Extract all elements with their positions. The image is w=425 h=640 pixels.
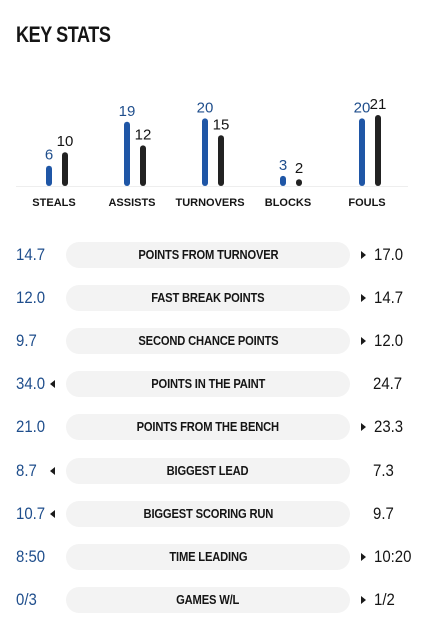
stat-row: 8.7 BIGGEST LEAD 7.3 — [0, 456, 425, 486]
away-value: 7.3 — [373, 460, 394, 480]
bar-away-turnovers — [218, 135, 224, 186]
stat-label: POINTS FROM THE BENCH — [66, 414, 350, 441]
data-label-away-turnovers: 15 — [213, 116, 230, 133]
away-value: 17.0 — [374, 245, 404, 264]
stat-label: SECOND CHANCE POINTS — [66, 328, 350, 355]
stat-row: 21.0 POINTS FROM THE BENCH 23.3 — [0, 412, 425, 442]
away-value: 12.0 — [374, 331, 404, 351]
stat-label: BIGGEST LEAD — [66, 457, 350, 484]
leader-right-arrow-icon — [361, 337, 366, 346]
away-value: 10:20 — [374, 546, 412, 566]
page-title: KEY STATS — [16, 22, 111, 47]
data-label-home-fouls: 20 — [354, 99, 371, 116]
home-value: 0/3 — [16, 589, 37, 609]
leader-left-arrow-icon — [50, 466, 55, 475]
leader-left-arrow-icon — [50, 380, 55, 389]
stat-label: TIME LEADING — [66, 543, 350, 570]
home-value: 12.0 — [16, 288, 46, 308]
bar-away-assists — [140, 145, 146, 186]
category-label-blocks: BLOCKS — [265, 197, 311, 209]
leader-right-arrow-icon — [361, 251, 366, 259]
data-label-home-assists: 19 — [119, 103, 136, 120]
bar-home-blocks — [280, 175, 286, 186]
away-value: 23.3 — [374, 417, 404, 437]
category-label-fouls: FOULS — [348, 197, 385, 209]
away-value: 24.7 — [373, 374, 403, 394]
stat-row: 14.7 POINTS FROM TURNOVER 17.0 — [0, 240, 425, 270]
stat-row: 10.7 BIGGEST SCORING RUN 9.7 — [0, 499, 425, 529]
stat-label: POINTS FROM TURNOVER — [66, 242, 350, 268]
data-label-home-turnovers: 20 — [197, 99, 214, 116]
data-label-away-blocks: 2 — [295, 160, 303, 177]
stat-row: 0/3 GAMES W/L 1/2 — [0, 585, 425, 615]
leader-right-arrow-icon — [361, 423, 366, 432]
data-label-away-fouls: 21 — [370, 96, 387, 113]
home-value: 34.0 — [16, 374, 46, 394]
data-label-home-blocks: 3 — [279, 157, 287, 174]
stat-label: FAST BREAK POINTS — [66, 285, 350, 312]
away-value: 1/2 — [374, 589, 395, 609]
data-label-home-steals: 6 — [45, 147, 53, 164]
stat-row: 9.7 SECOND CHANCE POINTS 12.0 — [0, 326, 425, 356]
category-label-assists: ASSISTS — [108, 197, 155, 209]
bar-away-blocks — [296, 179, 302, 186]
home-value: 14.7 — [16, 245, 46, 264]
data-label-away-steals: 10 — [57, 133, 74, 150]
stat-label: POINTS IN THE PAINT — [66, 371, 350, 398]
leader-right-arrow-icon — [361, 552, 366, 561]
away-value: 14.7 — [374, 288, 404, 308]
bar-home-turnovers — [202, 118, 208, 186]
data-label-away-assists: 12 — [135, 126, 152, 143]
home-value: 9.7 — [16, 331, 37, 351]
home-value: 8:50 — [16, 546, 46, 566]
category-label-turnovers: TURNOVERS — [175, 197, 244, 209]
bar-away-steals — [62, 152, 68, 186]
home-value: 21.0 — [16, 417, 46, 437]
stat-row: 34.0 POINTS IN THE PAINT 24.7 — [0, 369, 425, 399]
stat-label: BIGGEST SCORING RUN — [66, 500, 350, 527]
bar-away-fouls — [375, 115, 381, 186]
home-value: 8.7 — [16, 460, 37, 480]
stat-row: 12.0 FAST BREAK POINTS 14.7 — [0, 283, 425, 313]
bar-home-assists — [124, 121, 130, 186]
away-value: 9.7 — [373, 503, 394, 523]
leader-right-arrow-icon — [361, 595, 366, 604]
category-label-steals: STEALS — [32, 197, 75, 209]
stat-row: 8:50 TIME LEADING 10:20 — [0, 542, 425, 572]
leader-left-arrow-icon — [50, 509, 55, 518]
bar-home-steals — [46, 165, 52, 186]
home-value: 10.7 — [16, 503, 46, 523]
stat-label: GAMES W/L — [66, 586, 350, 613]
leader-right-arrow-icon — [361, 294, 366, 303]
bar-home-fouls — [359, 118, 365, 186]
